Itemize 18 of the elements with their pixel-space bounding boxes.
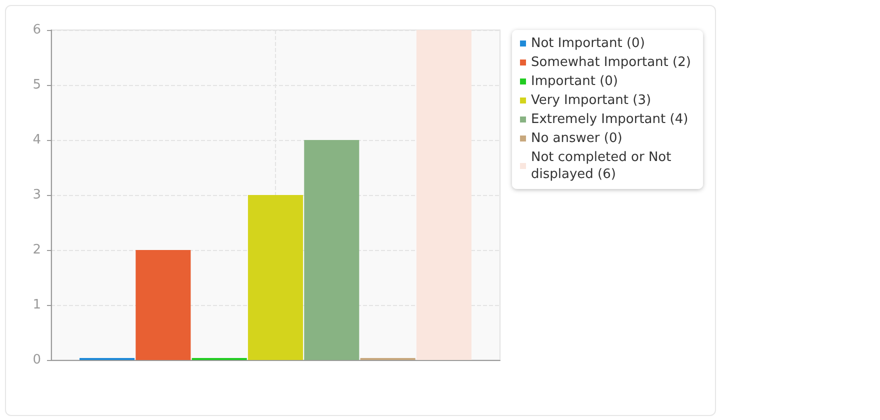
y-tick-label: 2 <box>32 242 41 258</box>
bar <box>248 195 304 360</box>
y-tick-label: 3 <box>32 188 41 202</box>
y-tick-label: 4 <box>32 132 41 148</box>
y-tick-label: 0 <box>32 352 41 368</box>
legend-label: No answer (0) <box>531 131 622 146</box>
legend-label: Not Important (0) <box>531 36 645 51</box>
legend-label: Somewhat Important (2) <box>531 55 691 70</box>
legend-label: Important (0) <box>531 74 618 89</box>
y-tick-label: 1 <box>32 298 41 312</box>
bar <box>136 250 191 360</box>
legend-label: Very Important (3) <box>531 93 652 108</box>
y-tick-label: 6 <box>32 22 41 38</box>
legend-label: Not completed or Not displayed (6) <box>531 150 676 182</box>
y-tick-label: 5 <box>32 78 41 92</box>
legend-label: Extremely Important (4) <box>531 112 688 127</box>
bar <box>304 140 360 360</box>
bar <box>416 30 472 360</box>
